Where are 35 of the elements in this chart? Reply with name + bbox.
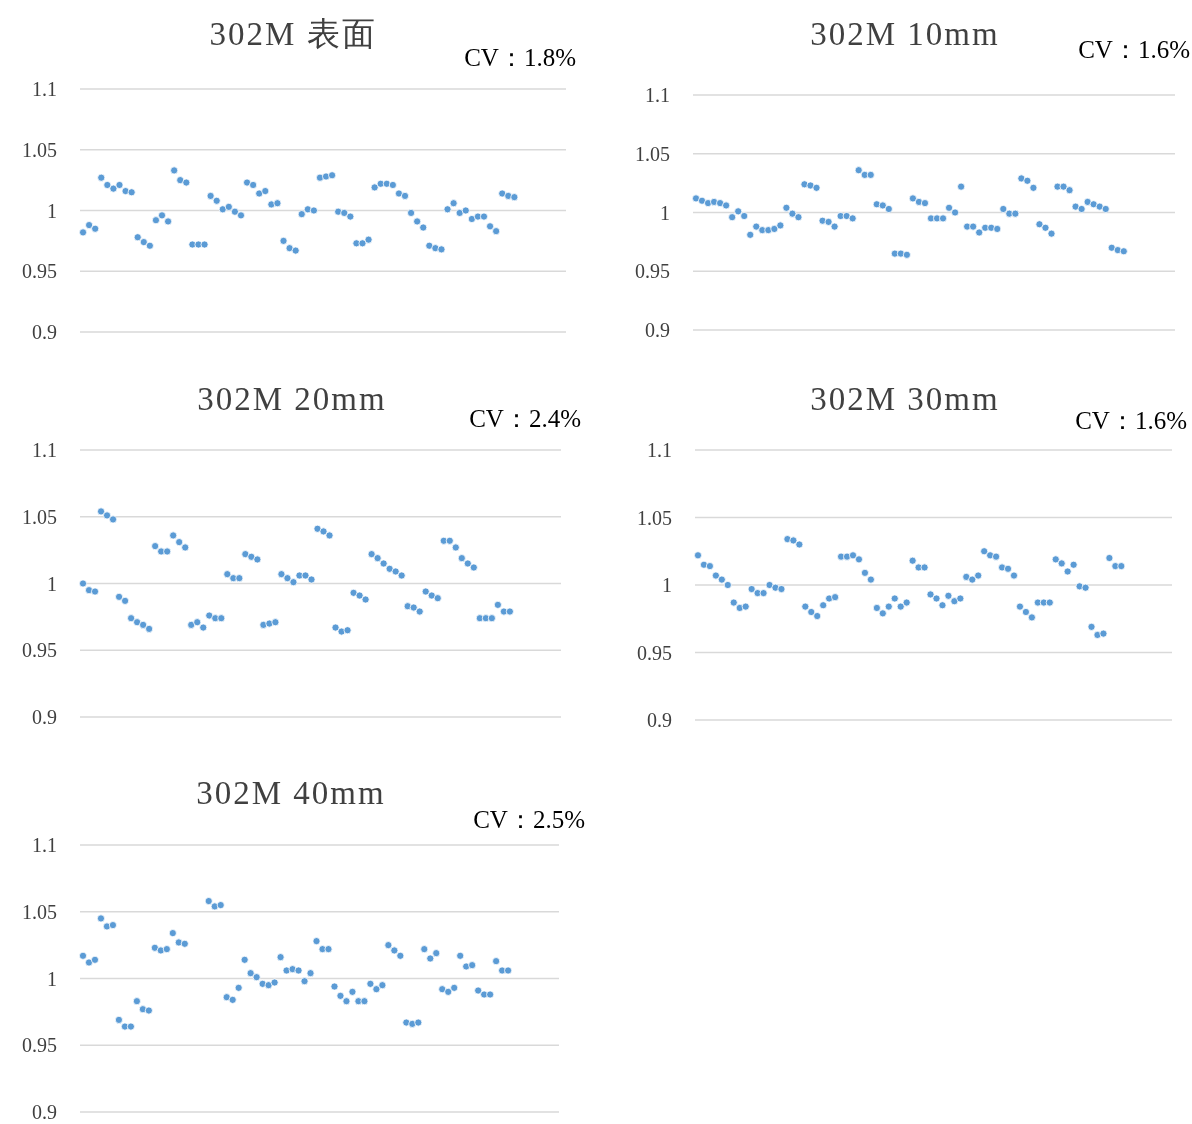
y-tick-label: 1 [47,967,57,990]
y-tick-label: 1 [662,574,672,596]
chart-title: 302M 40mm [196,775,386,811]
y-tick-label: 1.05 [635,142,670,165]
text: CV：1.6% [1078,36,1190,63]
y-tick-label: 1.1 [32,439,57,461]
y-tick-label: 0.9 [32,706,57,728]
y-tick-label: 0.9 [32,1101,57,1123]
y-tick-label: 1.05 [22,505,57,528]
chart-title: 302M 30mm [810,381,1000,417]
text: CV：2.4% [469,405,581,432]
chart-title: 302M 表面 [209,16,377,52]
y-tick-label: 0.9 [645,319,670,341]
y-tick-label: 1.05 [22,900,57,923]
y-tick-label: 0.9 [32,321,57,343]
text: CV：1.6% [1075,407,1187,434]
y-tick-label: 0.95 [22,1034,57,1057]
y-tick-label: 0.95 [22,260,57,283]
y-tick-label: 0.95 [637,641,672,664]
y-tick-label: 1.1 [647,439,672,461]
chart-title: 302M 20mm [197,381,387,417]
y-tick-label: 1.1 [32,834,57,856]
chart-title: 302M 10mm [810,16,1000,52]
y-tick-label: 0.95 [635,260,670,283]
y-tick-label: 1 [47,199,57,222]
y-tick-label: 1.1 [645,84,670,106]
y-tick-label: 1.1 [32,78,57,100]
y-tick-label: 1 [47,572,57,595]
text: CV：2.5% [473,806,585,833]
y-tick-label: 0.9 [647,709,672,731]
y-tick-label: 1.05 [22,138,57,161]
y-tick-label: 1 [660,201,670,224]
y-tick-label: 1.05 [637,506,672,529]
y-tick-label: 0.95 [22,639,57,662]
text: CV：1.8% [464,44,576,71]
